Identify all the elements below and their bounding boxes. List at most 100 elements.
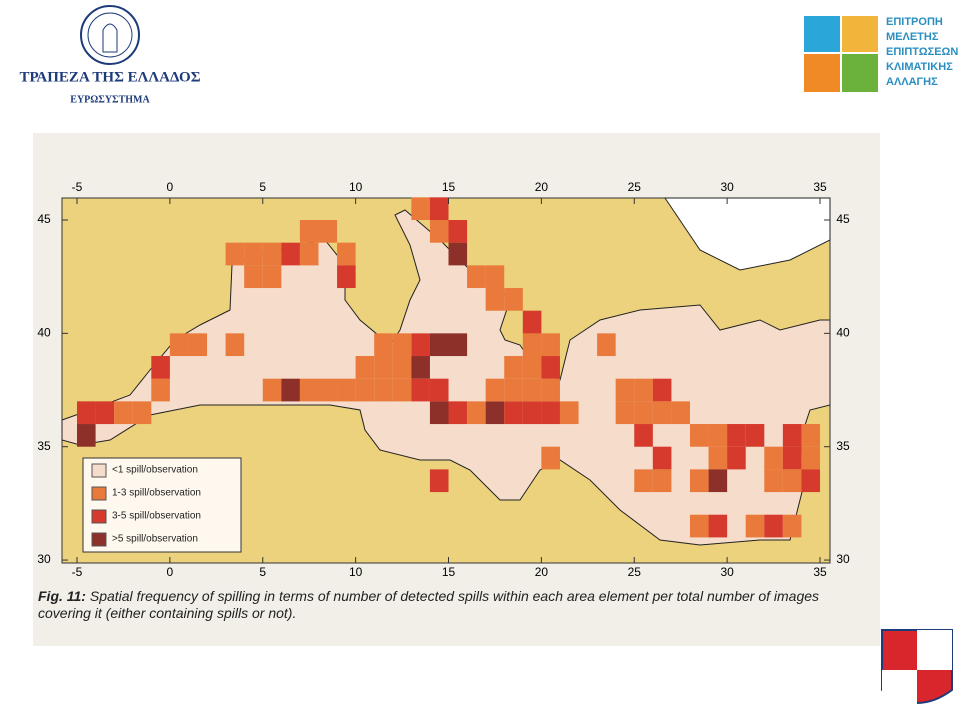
- spill-cell: [429, 197, 449, 221]
- lon-label: -5: [72, 565, 83, 579]
- legend-label: >5 spill/observation: [112, 534, 198, 545]
- spill-cell: [504, 288, 523, 311]
- spill-cell: [374, 356, 393, 379]
- spill-cell: [708, 424, 728, 447]
- lon-label: 20: [535, 565, 549, 579]
- legend-swatch: [91, 486, 107, 501]
- lon-label: 20: [535, 180, 549, 194]
- spill-cell: [485, 288, 505, 311]
- spill-cell: [485, 265, 505, 289]
- spill-cell: [764, 446, 783, 470]
- spill-cell: [782, 514, 802, 538]
- spill-cell: [727, 424, 746, 447]
- lon-label: 0: [167, 565, 174, 579]
- caption-text: Spatial frequency of spilling in terms o…: [38, 588, 820, 621]
- lat-label: 40: [37, 326, 51, 340]
- logo-text: ΕΠΙΤΡΟΠΗ ΜΕΛΕΤΗΣ ΕΠΙΠΤΩΣΕΩΝ ΚΛΙΜΑΤΙΚΗΣ ΑΛΛΑΓ…: [886, 16, 958, 88]
- spill-cell: [448, 401, 468, 425]
- lat-label: 35: [836, 439, 850, 453]
- logo-line: ΕΠΙΠΤΩΣΕΩΝ: [886, 46, 958, 58]
- spill-cell: [727, 446, 746, 470]
- seal-inner: [87, 12, 133, 58]
- spill-cell: [801, 446, 821, 470]
- spill-cell: [429, 469, 449, 493]
- spill-cell: [801, 424, 821, 447]
- spill-cell: [429, 378, 449, 402]
- spill-cell: [411, 378, 430, 402]
- logo-line: ΜΕΛΕΤΗΣ: [886, 31, 939, 43]
- lat-label: 45: [37, 212, 51, 226]
- legend-swatch: [91, 509, 107, 524]
- spill-cell: [597, 333, 616, 357]
- bank-subtitle: ΕΥΡΩΣΥΣΤΗΜΑ: [70, 94, 150, 105]
- spill-cell: [652, 378, 672, 402]
- spill-cell: [745, 514, 765, 538]
- caption-label: Fig. 11:: [38, 588, 86, 604]
- spill-cell: [299, 242, 319, 266]
- lon-label: 10: [349, 565, 363, 579]
- spill-cell: [504, 378, 523, 402]
- spill-cell: [522, 378, 542, 402]
- spill-cell: [708, 446, 728, 470]
- lon-label: 0: [167, 180, 174, 194]
- legend-swatch: [91, 463, 107, 478]
- lat-label: 30: [836, 552, 850, 566]
- spill-cell: [485, 401, 505, 425]
- spill-cell: [114, 401, 133, 425]
- spill-cell: [764, 469, 783, 493]
- spill-cell: [652, 401, 672, 425]
- spill-cell: [411, 197, 430, 221]
- lon-label: 25: [628, 565, 642, 579]
- axes: -5 -5 0 0 5 5 10 10 15 15 20 20 25 25 30 30 35 35 30 30 35 35…: [37, 180, 850, 579]
- spill-cell: [337, 378, 356, 402]
- spill-cell: [225, 333, 245, 357]
- logo-square: [804, 16, 840, 52]
- spill-cell: [355, 356, 375, 379]
- spill-cell: [541, 401, 560, 425]
- spill-cell: [522, 310, 542, 334]
- logo-square: [842, 54, 878, 92]
- spill-cell: [467, 265, 486, 289]
- spill-cell: [689, 469, 709, 493]
- lat-label: 30: [37, 552, 51, 566]
- spill-cell: [708, 469, 728, 493]
- spill-cell: [541, 356, 560, 379]
- spill-cell: [392, 356, 412, 379]
- bank-name: ΤΡΑΠΕΖΑ ΤΗΣ ΕΛΛΑΔΟΣ: [19, 69, 200, 85]
- spill-cell: [318, 378, 338, 402]
- spill-cell: [337, 265, 356, 289]
- spill-cell: [541, 446, 560, 470]
- spill-cell: [634, 469, 653, 493]
- legend-label: <1 spill/observation: [112, 465, 198, 476]
- spill-cell: [522, 333, 542, 357]
- lon-label: 5: [259, 180, 266, 194]
- spill-cell: [634, 378, 653, 402]
- legend-box: [82, 457, 242, 553]
- spill-cell: [467, 401, 486, 425]
- lon-label: 25: [628, 180, 642, 194]
- spill-cell: [541, 378, 560, 402]
- spill-cell: [559, 401, 579, 425]
- spill-cell: [689, 424, 709, 447]
- spill-cell: [392, 333, 412, 357]
- spill-cell: [188, 333, 208, 357]
- lat-label: 45: [836, 212, 850, 226]
- spill-cell: [504, 401, 523, 425]
- spill-cell: [448, 333, 468, 357]
- lon-label: 5: [259, 565, 266, 579]
- spill-cell: [318, 220, 338, 243]
- spill-cell: [374, 333, 393, 357]
- logo-line: ΑΛΛΑΓΗΣ: [886, 76, 938, 88]
- legend: <1 spill/observation 1-3 spill/observatio…: [91, 463, 201, 547]
- spill-cell: [225, 242, 245, 266]
- lat-label: 35: [37, 439, 51, 453]
- spill-cell: [541, 333, 560, 357]
- cells: [77, 197, 821, 538]
- spill-cell: [745, 424, 765, 447]
- spill-cell: [782, 469, 802, 493]
- spill-cell: [429, 333, 449, 357]
- black-sea: [664, 197, 831, 271]
- spill-cell: [392, 378, 412, 402]
- spill-cell: [504, 356, 523, 379]
- spill-cell: [262, 265, 282, 289]
